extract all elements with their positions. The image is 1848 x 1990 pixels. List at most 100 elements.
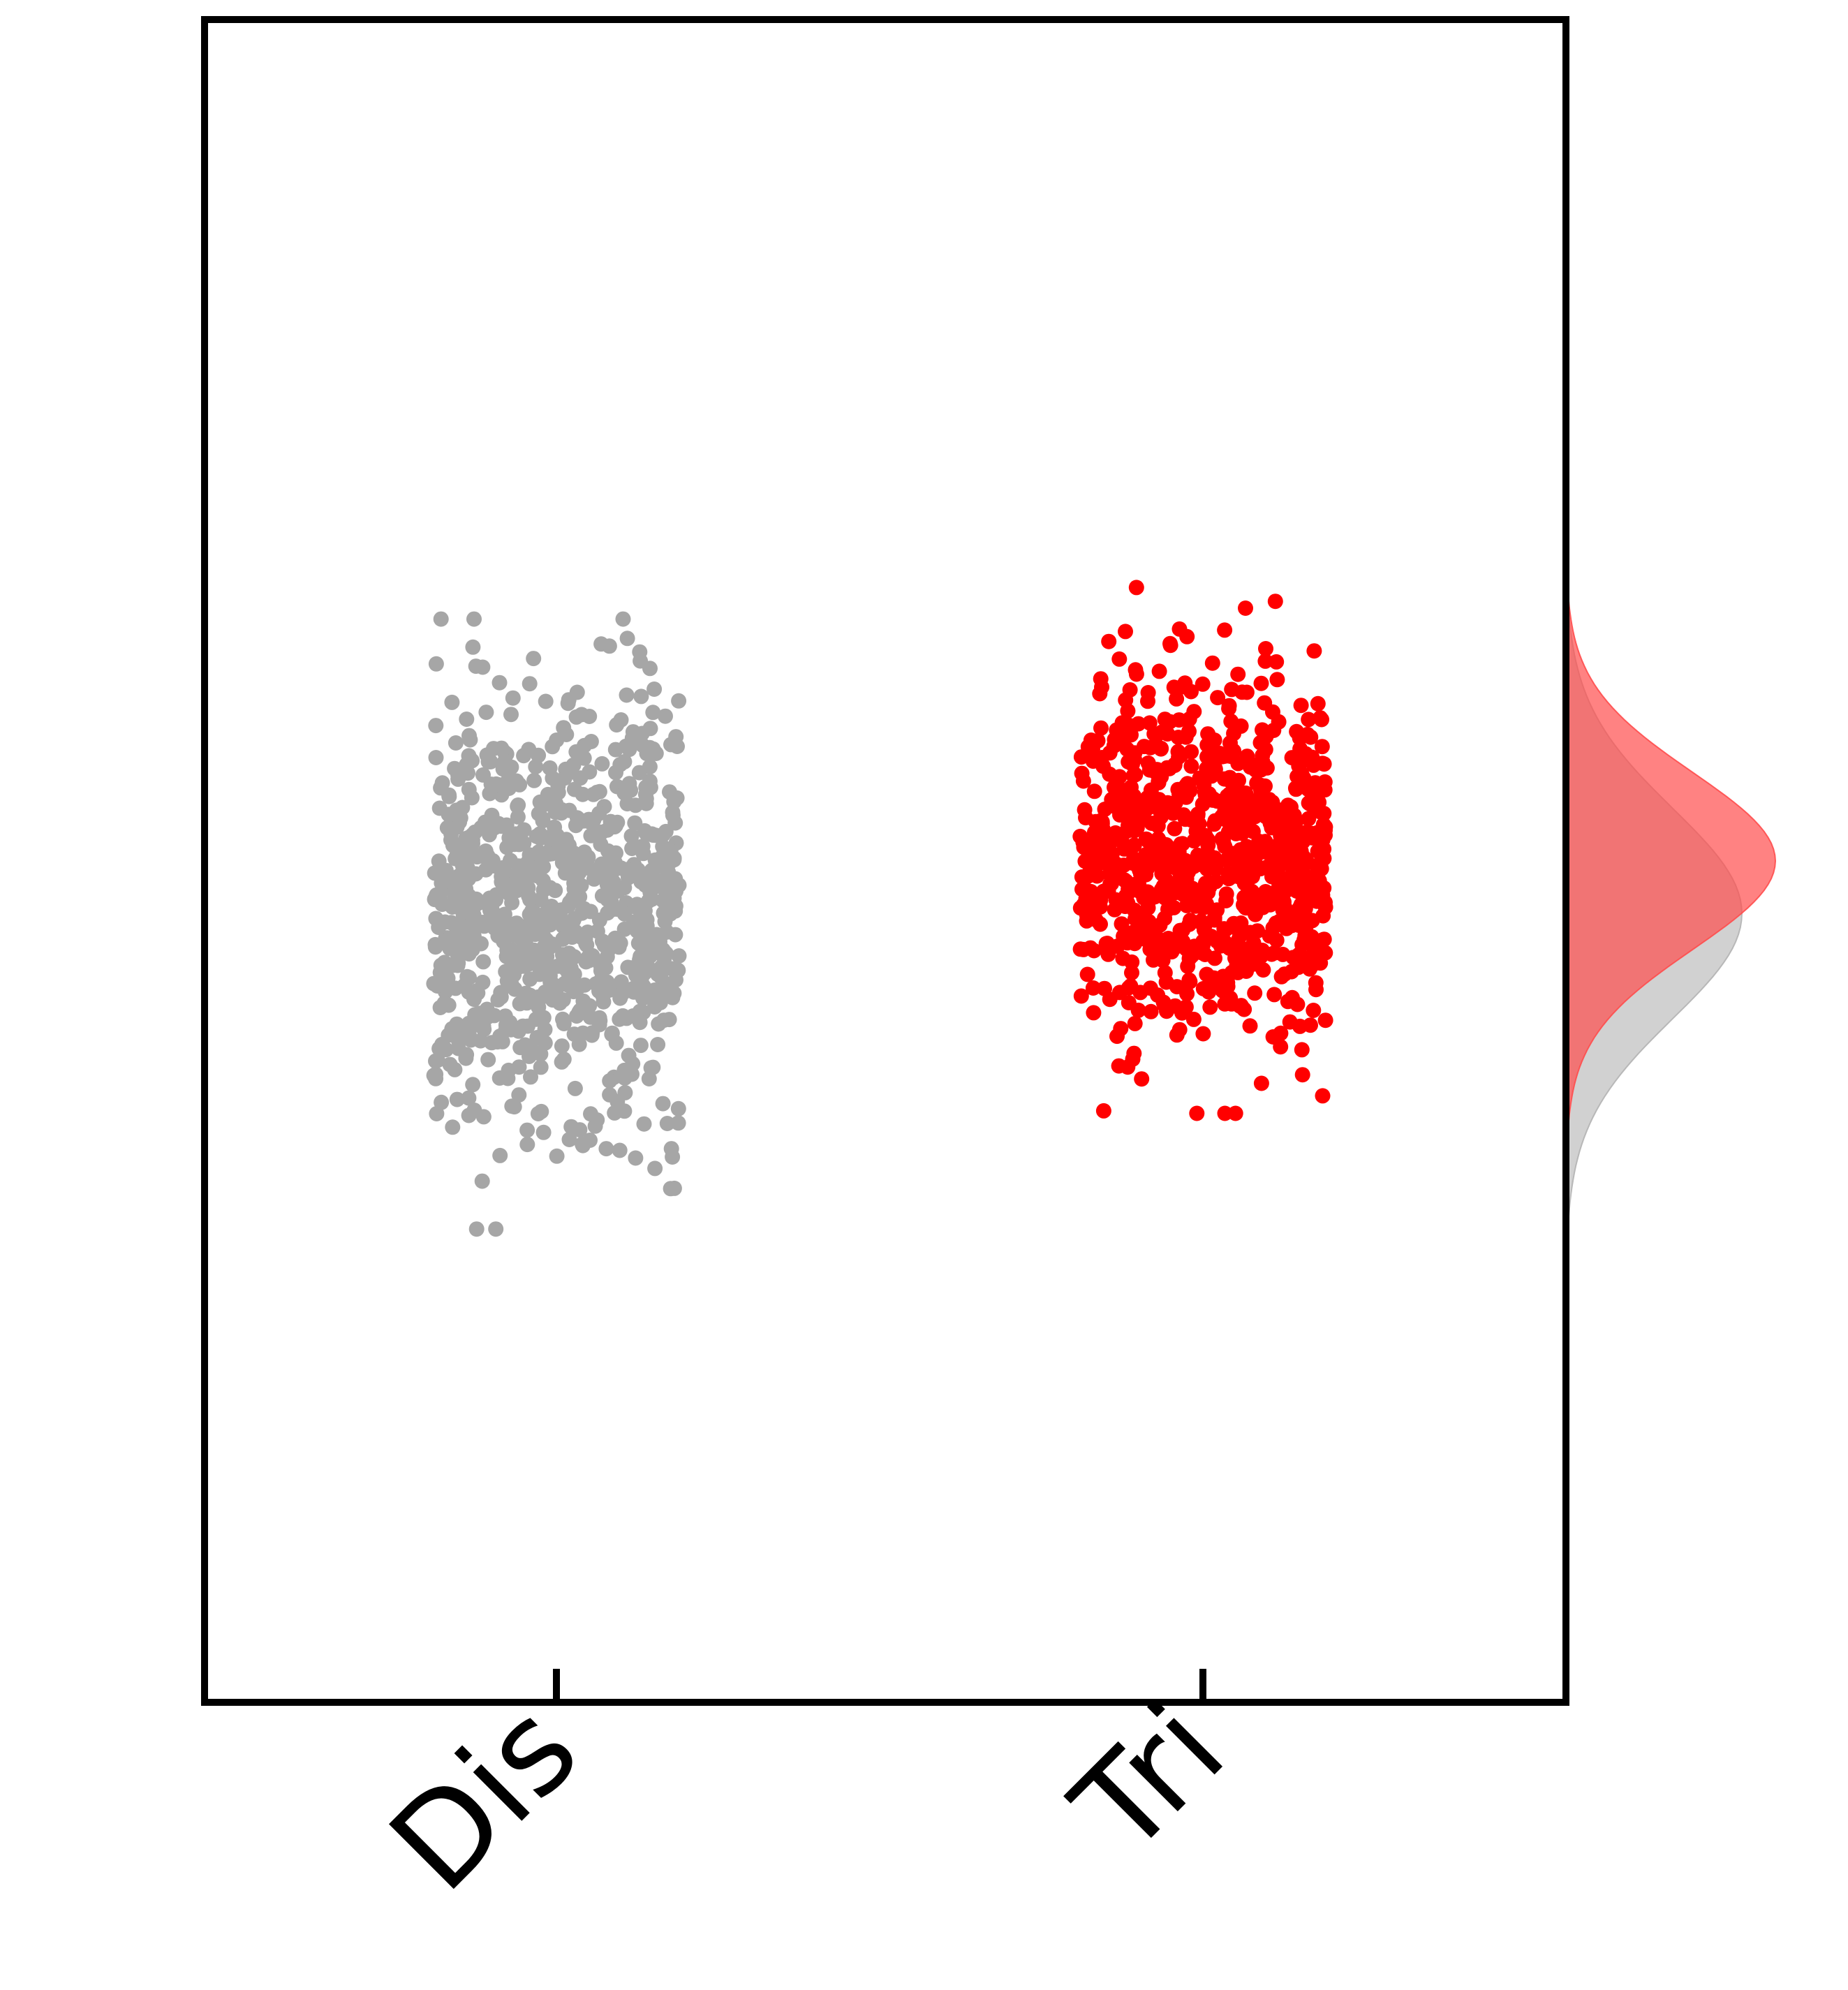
point-tri bbox=[1200, 837, 1216, 853]
point-tri bbox=[1234, 684, 1250, 700]
point-dis bbox=[461, 781, 477, 797]
point-dis bbox=[427, 939, 443, 955]
point-tri bbox=[1257, 778, 1273, 794]
point-tri bbox=[1173, 836, 1189, 852]
point-dis bbox=[566, 781, 582, 797]
point-tri bbox=[1166, 899, 1182, 915]
point-tri bbox=[1185, 1011, 1202, 1027]
point-dis bbox=[630, 862, 646, 878]
point-tri bbox=[1227, 1105, 1243, 1121]
point-tri bbox=[1311, 873, 1327, 889]
point-tri bbox=[1195, 1026, 1211, 1042]
point-tri bbox=[1171, 876, 1187, 892]
point-dis bbox=[491, 911, 508, 927]
point-dis bbox=[540, 846, 556, 862]
point-tri bbox=[1126, 1045, 1142, 1061]
point-tri bbox=[1143, 1003, 1159, 1019]
x-tick-labels: Dis Tri bbox=[363, 1676, 1252, 1919]
point-dis bbox=[626, 980, 642, 996]
point-dis bbox=[554, 805, 569, 821]
point-dis bbox=[593, 856, 609, 872]
point-tri bbox=[1294, 766, 1310, 782]
point-tri bbox=[1183, 744, 1199, 760]
point-tri bbox=[1126, 902, 1142, 918]
point-dis bbox=[491, 816, 507, 832]
point-tri bbox=[1301, 712, 1317, 728]
point-tri bbox=[1204, 746, 1220, 762]
point-dis bbox=[655, 1096, 671, 1112]
point-tri bbox=[1295, 834, 1311, 850]
point-tri bbox=[1183, 758, 1199, 774]
point-tri bbox=[1214, 831, 1230, 847]
point-dis bbox=[434, 875, 450, 891]
point-tri bbox=[1190, 808, 1206, 824]
point-tri bbox=[1266, 987, 1282, 1003]
point-dis bbox=[619, 631, 635, 647]
point-tri bbox=[1294, 1067, 1310, 1083]
point-dis bbox=[473, 917, 489, 933]
point-dis bbox=[563, 1119, 579, 1135]
point-dis bbox=[436, 995, 452, 1011]
point-tri bbox=[1075, 941, 1091, 957]
point-dis bbox=[666, 883, 682, 898]
point-dis bbox=[475, 659, 491, 675]
point-dis bbox=[627, 899, 643, 915]
point-tri bbox=[1275, 946, 1291, 962]
point-dis bbox=[619, 687, 635, 703]
point-dis bbox=[607, 818, 623, 834]
point-dis bbox=[568, 744, 584, 760]
point-dis bbox=[556, 720, 572, 736]
point-dis bbox=[491, 1070, 508, 1086]
point-dis bbox=[593, 636, 609, 652]
point-dis bbox=[441, 820, 457, 836]
point-dis bbox=[645, 741, 661, 757]
point-dis bbox=[561, 952, 577, 968]
point-tri bbox=[1253, 675, 1269, 691]
point-tri bbox=[1150, 818, 1166, 834]
point-dis bbox=[438, 864, 454, 880]
point-dis bbox=[643, 1060, 659, 1076]
point-dis bbox=[522, 892, 538, 908]
point-tri bbox=[1277, 847, 1293, 862]
point-dis bbox=[569, 810, 585, 826]
point-tri bbox=[1302, 961, 1317, 977]
point-dis bbox=[501, 924, 517, 941]
point-tri bbox=[1201, 984, 1217, 1000]
point-dis bbox=[493, 985, 509, 1001]
point-tri bbox=[1121, 818, 1136, 834]
point-dis bbox=[577, 977, 593, 993]
point-tri bbox=[1142, 739, 1158, 756]
point-tri bbox=[1271, 858, 1287, 874]
point-dis bbox=[537, 1022, 553, 1038]
point-tri bbox=[1147, 764, 1163, 780]
point-tri bbox=[1073, 988, 1089, 1004]
point-tri bbox=[1265, 704, 1280, 720]
point-dis bbox=[571, 1004, 587, 1020]
point-dis bbox=[637, 786, 653, 802]
point-tri bbox=[1244, 883, 1260, 899]
point-dis bbox=[461, 887, 477, 904]
point-tri bbox=[1269, 672, 1285, 688]
point-dis bbox=[554, 1038, 570, 1054]
point-dis bbox=[536, 960, 552, 976]
point-tri bbox=[1195, 676, 1211, 692]
point-dis bbox=[476, 846, 492, 862]
point-tri bbox=[1226, 915, 1242, 931]
point-dis bbox=[516, 748, 532, 764]
point-tri bbox=[1095, 836, 1111, 853]
point-dis bbox=[549, 1148, 565, 1164]
point-tri bbox=[1264, 800, 1280, 816]
point-dis bbox=[584, 1025, 600, 1041]
point-dis bbox=[589, 784, 605, 800]
point-dis bbox=[459, 712, 475, 727]
point-tri bbox=[1178, 789, 1195, 805]
point-tri bbox=[1199, 896, 1214, 912]
point-dis bbox=[537, 1035, 553, 1051]
point-dis bbox=[441, 806, 457, 823]
point-dis bbox=[433, 611, 449, 627]
point-tri bbox=[1107, 832, 1123, 848]
point-dis bbox=[528, 759, 544, 775]
point-tri bbox=[1116, 928, 1132, 944]
point-tri bbox=[1088, 813, 1104, 830]
point-tri bbox=[1206, 912, 1222, 928]
